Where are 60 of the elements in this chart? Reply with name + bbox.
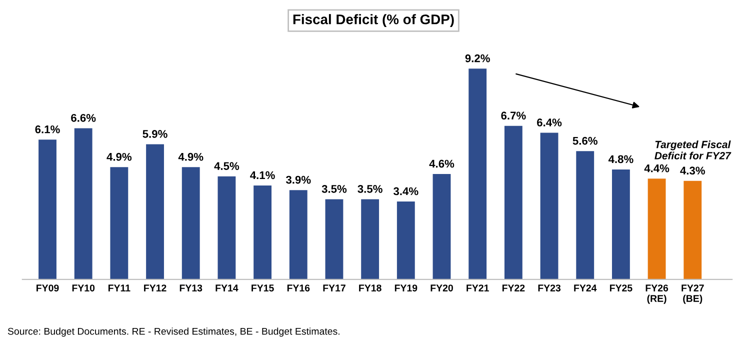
bar (396, 202, 415, 280)
data-label: 3.5% (322, 185, 347, 193)
x-tick-label: FY15 (252, 284, 274, 292)
data-label: 4.8% (608, 155, 634, 164)
data-label: 3.4% (394, 187, 418, 196)
x-tick-label: FY17 (323, 284, 346, 292)
bar (361, 199, 380, 280)
x-tick-label: FY22 (502, 284, 525, 292)
x-tick-label: FY26 (RE) (646, 284, 668, 304)
x-tick-label: FY19 (394, 284, 418, 292)
data-label: 5.6% (572, 136, 598, 145)
x-tick-label: FY16 (287, 284, 310, 292)
bar (648, 178, 666, 280)
bar (74, 128, 92, 280)
x-tick-label: FY10 (72, 284, 95, 292)
bar (254, 185, 272, 280)
data-label: 4.3% (680, 166, 706, 175)
x-tick-label: FY09 (36, 284, 59, 292)
x-tick-label: FY14 (216, 284, 238, 292)
bar (504, 126, 522, 280)
annotation: Targeted Fiscal Deficit for FY27 (654, 140, 732, 160)
bar (432, 174, 451, 280)
x-tick-label: FY20 (430, 284, 453, 292)
bar (110, 167, 128, 280)
bar (38, 140, 56, 280)
x-tick-label: FY13 (180, 284, 202, 292)
x-tick-label: FY11 (108, 284, 130, 292)
x-tick-label: FY18 (359, 284, 382, 292)
data-label: 4.9% (106, 152, 132, 161)
data-label: 3.5% (358, 185, 382, 193)
x-tick-label: FY25 (610, 284, 632, 292)
data-label: 6.7% (501, 112, 526, 120)
data-label: 6.1% (35, 125, 60, 134)
data-label: 4.4% (644, 164, 670, 172)
data-label: 4.5% (214, 162, 240, 170)
data-label: 5.9% (142, 130, 168, 138)
bar (218, 176, 236, 280)
bar (576, 151, 594, 280)
data-label: 6.6% (71, 114, 96, 122)
bar (182, 167, 200, 280)
x-tick-label: FY24 (574, 284, 597, 292)
data-label: 4.1% (250, 171, 275, 180)
x-tick-label: FY12 (144, 284, 166, 292)
bar (289, 190, 308, 280)
data-label: 4.6% (429, 160, 454, 168)
data-label: 4.9% (178, 152, 204, 161)
x-tick-label: FY21 (466, 284, 489, 292)
bar (540, 132, 558, 280)
source-note: Source: Budget Documents. RE - Revised Estimates, BE - Budget Estimates. (8, 328, 340, 337)
x-tick-label: FY23 (538, 284, 561, 292)
bar (468, 68, 487, 280)
bar (612, 169, 630, 280)
x-tick-label: FY27 (BE) (682, 284, 704, 304)
chart-title: Fiscal Deficit (% of GDP) (293, 14, 454, 28)
data-label: 9.2% (465, 54, 490, 62)
data-label: 6.4% (537, 118, 562, 126)
bar (684, 180, 702, 280)
data-label: 3.9% (286, 176, 311, 184)
bar (146, 144, 164, 280)
bar (325, 199, 344, 280)
